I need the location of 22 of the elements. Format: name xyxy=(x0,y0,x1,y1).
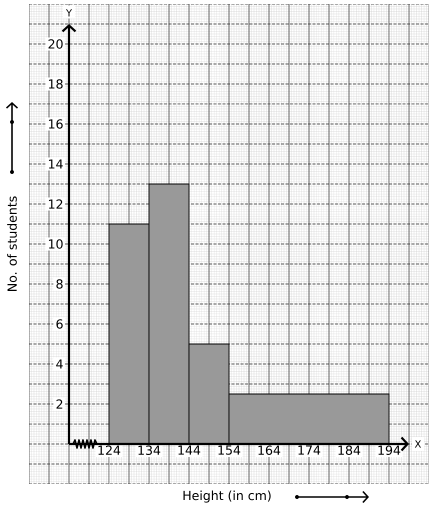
y-tick-label: 10 xyxy=(48,239,63,249)
y-tick-label: 2 xyxy=(56,399,62,409)
x-tick-label: 144 xyxy=(178,445,200,455)
annotation: X xyxy=(414,440,422,448)
y-tick-label: 20 xyxy=(48,39,63,49)
x-axis-title: Height (in cm) xyxy=(183,490,271,503)
y-tick-label: 14 xyxy=(48,159,63,169)
y-tick-label: 6 xyxy=(56,319,63,329)
x-tick-label: 174 xyxy=(298,445,320,455)
x-tick-label: 134 xyxy=(138,445,160,455)
y-tick-label: 12 xyxy=(48,199,62,209)
x-tick-label: 154 xyxy=(218,445,240,455)
y-tick-label: 8 xyxy=(56,279,63,289)
annotation: Y xyxy=(66,9,72,16)
y-axis-title: No. of students xyxy=(7,196,17,291)
y-tick-label: 4 xyxy=(56,359,63,369)
y-tick-label: 18 xyxy=(48,79,63,89)
x-tick-label: 124 xyxy=(98,445,120,455)
x-tick-label: 194 xyxy=(378,445,400,455)
x-tick-label: 164 xyxy=(258,445,280,455)
x-tick-label: 184 xyxy=(338,445,360,455)
y-tick-label: 16 xyxy=(48,119,63,129)
